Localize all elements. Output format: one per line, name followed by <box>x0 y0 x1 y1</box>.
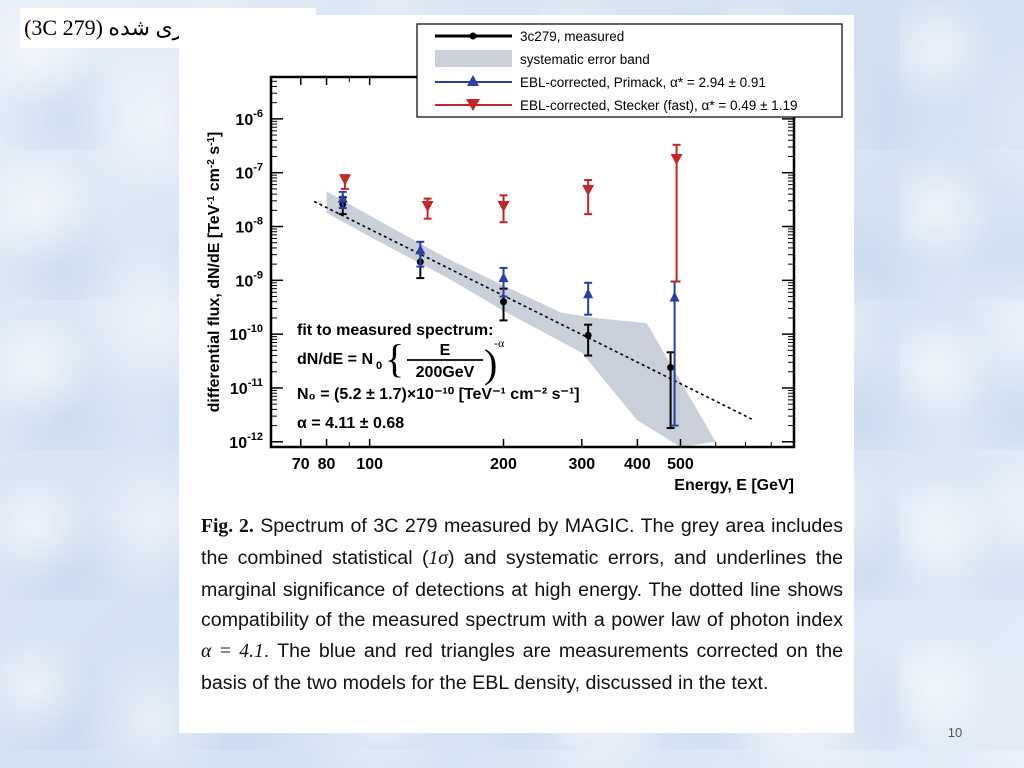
primack-point <box>337 192 348 203</box>
caption-alpha: α = 4.1 <box>201 641 264 663</box>
y-tick-label: 10-7 <box>235 162 263 183</box>
fit-formula-sub: 0 <box>376 360 382 372</box>
x-axis-label: Energy, E [GeV] <box>674 477 794 494</box>
fit-brace-open: { <box>385 336 404 381</box>
fit-label: fit to measured spectrum: <box>297 322 493 339</box>
legend-swatch-band <box>435 50 512 67</box>
fit-exponent: -α <box>494 336 505 350</box>
systematic-error-band <box>326 191 716 447</box>
fit-alpha: α = 4.11 ± 0.68 <box>297 415 404 432</box>
spectrum-chart: 70 80 100 200 300 400 500 Energy, E [GeV] 10-6 10… <box>206 23 843 494</box>
legend-label-measured: 3c279, measured <box>520 29 624 44</box>
measured-point <box>500 298 508 306</box>
fit-n0: N₀ = (5.2 ± 1.7)×10⁻¹⁰ [TeV⁻¹ cm⁻² s⁻¹] <box>297 386 580 403</box>
y-tick-label: 10-11 <box>230 377 263 398</box>
y-axis-label: differential flux, dN/dE [TeV-1 cm-2 s-1… <box>206 132 224 413</box>
fit-formula-lhs: dN/dE = N <box>297 351 373 368</box>
x-tick-label: 80 <box>318 456 336 473</box>
points-layer <box>337 143 683 430</box>
legend-label-stecker: EBL-corrected, Stecker (fast), α* = 0.49… <box>520 98 797 113</box>
fit-layer <box>313 200 754 421</box>
legend-label-band: systematic error band <box>520 52 650 67</box>
caption-text-1: Spectrum of 3C 279 measured by MAGIC. Th… <box>201 515 843 569</box>
stecker-point <box>421 201 434 213</box>
legend-marker-primack <box>467 75 479 86</box>
figure-panel: 70 80 100 200 300 400 500 Energy, E [GeV] 10-6 10… <box>179 15 854 733</box>
x-tick-label: 300 <box>568 456 595 473</box>
x-tick-label: 70 <box>292 456 310 473</box>
legend-label-primack: EBL-corrected, Primack, α* = 2.94 ± 0.91 <box>520 75 766 90</box>
fit-numerator: E <box>440 342 451 359</box>
stecker-point <box>670 153 683 165</box>
fit-annotation: fit to measured spectrum: dN/dE = N 0{ E 200… <box>297 322 580 432</box>
y-tick-label: 10-6 <box>235 108 263 129</box>
y-tick-label: 10-9 <box>235 269 263 290</box>
measured-point <box>584 331 592 339</box>
y-tick-label: 10-12 <box>229 431 263 452</box>
stecker-point <box>338 174 351 186</box>
caption-text-3: . The blue and red triangles are measure… <box>201 640 844 694</box>
fit-brace-close: ) <box>484 341 497 386</box>
fit-line <box>313 200 754 421</box>
legend: 3c279, measured systematic error band EBL-… <box>416 23 843 118</box>
y-tick-label: 10-8 <box>235 216 263 237</box>
x-tick-label: 100 <box>356 456 383 473</box>
legend-box <box>416 23 843 118</box>
axes-layer: 70 80 100 200 300 400 500 Energy, E [GeV] 10-6 10… <box>206 75 796 494</box>
primack-point <box>415 244 426 255</box>
y-tick-label: 10-10 <box>229 323 263 344</box>
measured-point <box>667 364 675 372</box>
stecker-point <box>582 184 595 196</box>
legend-marker-measured <box>469 32 477 40</box>
band-layer <box>326 191 716 447</box>
x-tick-label: 200 <box>490 456 517 473</box>
caption-text-2: ) and systematic errors, and underlines … <box>201 546 843 632</box>
x-tick-label: 400 <box>624 456 651 473</box>
legend-marker-stecker <box>466 99 480 111</box>
fit-denominator: 200GeV <box>416 364 475 381</box>
caption-fig-label: Fig. 2. <box>201 516 254 537</box>
stecker-point <box>497 201 510 213</box>
primack-point <box>498 272 509 283</box>
primack-point <box>583 288 594 299</box>
caption-sigma: 1σ <box>428 547 448 569</box>
x-tick-label: 500 <box>667 456 694 473</box>
figure-caption: Fig. 2. Spectrum of 3C 279 measured by M… <box>201 511 843 699</box>
primack-point <box>669 291 680 302</box>
page-number: 10 <box>947 725 963 740</box>
